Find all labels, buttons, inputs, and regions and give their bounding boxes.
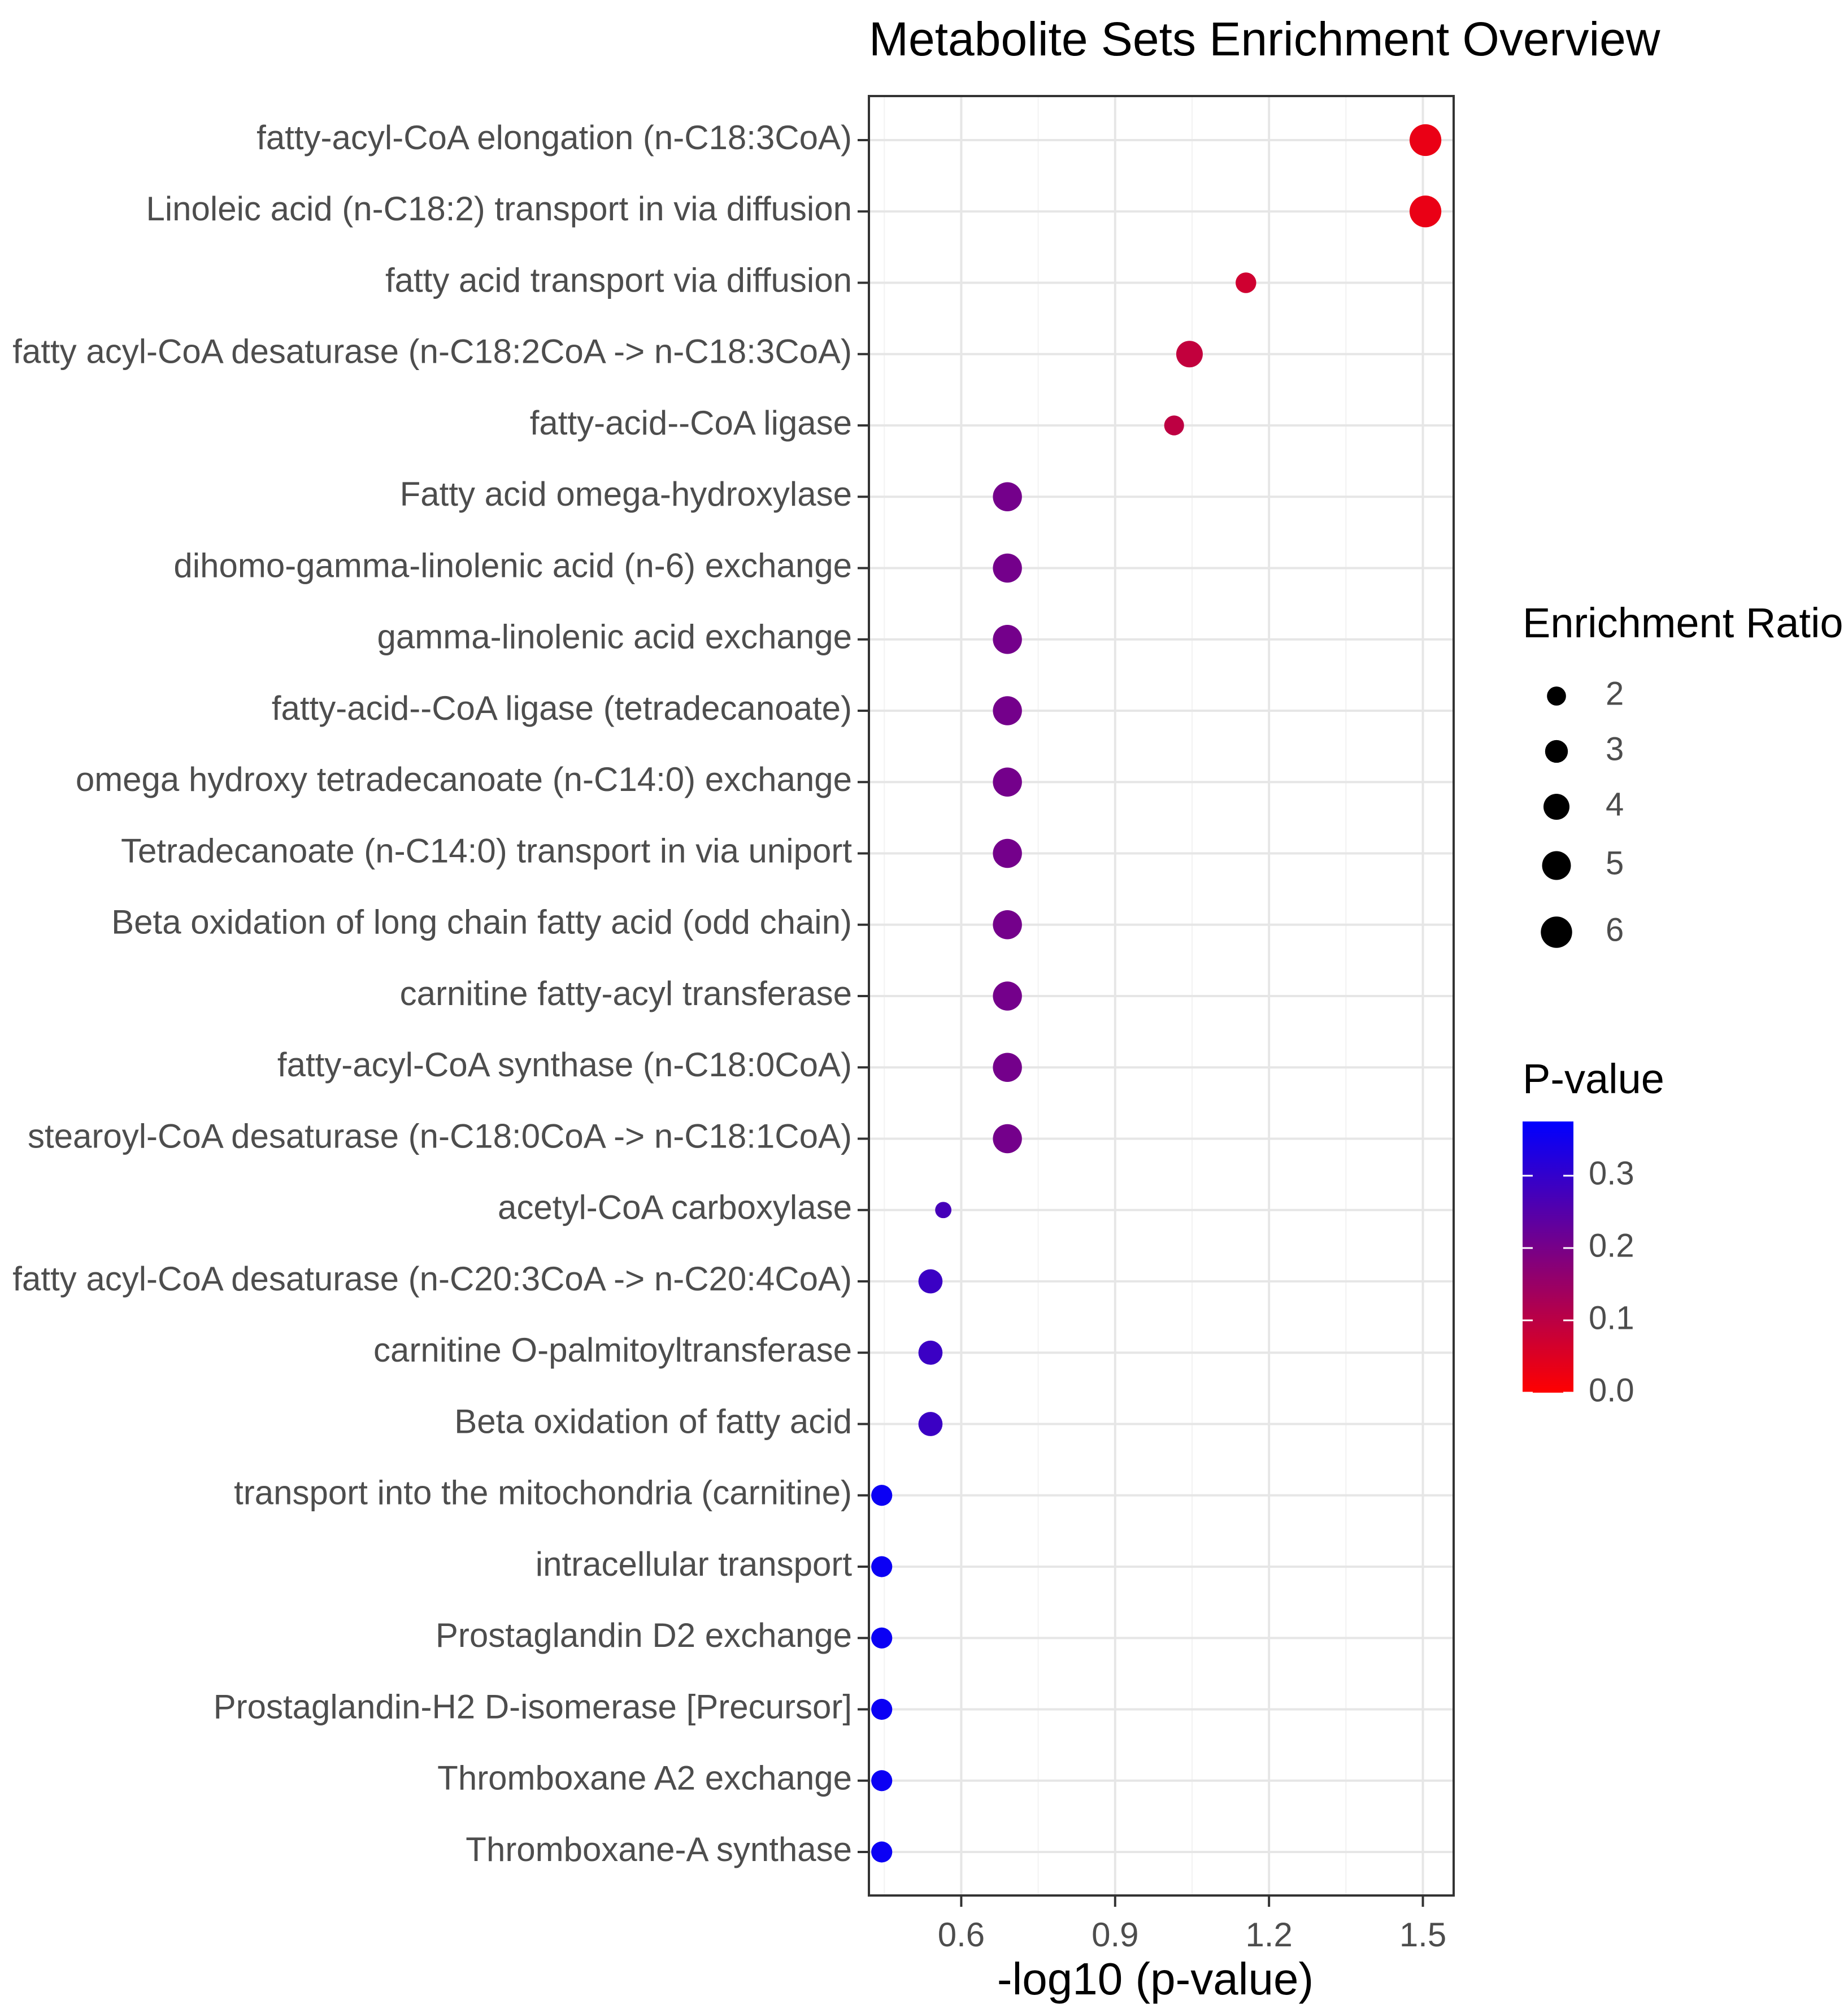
data-point [993, 1124, 1022, 1154]
color-legend-label: 0.0 [1589, 1372, 1634, 1408]
x-tick-label: 1.5 [1399, 1916, 1446, 1954]
data-point [993, 625, 1022, 654]
size-legend-label: 4 [1606, 786, 1624, 823]
size-legend-key [1541, 916, 1572, 948]
y-tick-label: Fatty acid omega-hydroxylase [400, 475, 852, 513]
plot-area: fatty-acyl-CoA elongation (n-C18:3CoA) Li… [12, 95, 1455, 1954]
data-point [993, 981, 1022, 1011]
legend-area: Enrichment Ratio 2 3 4 5 6 P-value 0.0 0.1 0.2 0.3 [1523, 599, 1843, 1408]
data-point [1236, 272, 1256, 293]
chart-title: Metabolite Sets Enrichment Overview [869, 12, 1660, 66]
y-tick-label: fatty acid transport via diffusion [385, 261, 852, 299]
data-point [871, 1627, 893, 1649]
color-legend-title: P-value [1523, 1055, 1664, 1102]
data-point [1176, 341, 1203, 368]
y-tick-label: Thromboxane A2 exchange [437, 1759, 852, 1797]
y-tick-label: Prostaglandin D2 exchange [436, 1616, 852, 1654]
y-tick-label: fatty acyl-CoA desaturase (n-C20:3CoA ->… [12, 1260, 852, 1298]
y-tick-label: Linoleic acid (n-C18:2) transport in via… [146, 190, 852, 228]
data-point [993, 482, 1022, 511]
size-legend-title: Enrichment Ratio [1523, 599, 1843, 646]
y-tick-label: omega hydroxy tetradecanoate (n-C14:0) e… [76, 760, 852, 798]
y-tick-label: intracellular transport [536, 1545, 853, 1583]
y-tick-label: dihomo-gamma-linolenic acid (n-6) exchan… [173, 546, 852, 584]
data-point [918, 1412, 943, 1436]
size-legend-label: 3 [1606, 731, 1624, 767]
y-tick-label: fatty-acid--CoA ligase [530, 404, 852, 442]
data-point [993, 910, 1022, 940]
data-point [993, 696, 1022, 725]
color-legend-bar [1523, 1121, 1573, 1393]
data-point [1409, 195, 1442, 228]
plot-panel-border [868, 95, 1455, 1897]
data-point [918, 1340, 943, 1365]
y-tick-label: gamma-linolenic acid exchange [377, 618, 852, 656]
size-legend-key [1545, 740, 1568, 763]
data-point [1164, 415, 1184, 436]
y-tick-label: fatty-acyl-CoA elongation (n-C18:3CoA) [256, 119, 852, 156]
data-point [871, 1698, 893, 1720]
color-legend-label: 0.3 [1589, 1155, 1634, 1192]
y-tick-label: stearoyl-CoA desaturase (n-C18:0CoA -> n… [28, 1117, 852, 1155]
data-point [871, 1770, 893, 1792]
data-point [993, 767, 1022, 797]
x-tick-label: 0.9 [1092, 1916, 1138, 1954]
data-point [935, 1202, 952, 1219]
y-tick-label: Prostaglandin-H2 D-isomerase [Precursor] [214, 1688, 852, 1725]
y-tick-label: fatty-acyl-CoA synthase (n-C18:0CoA) [277, 1046, 852, 1084]
y-tick-label: Beta oxidation of fatty acid [454, 1402, 852, 1440]
size-legend-label: 5 [1606, 845, 1624, 881]
x-axis-title: -log10 (p-value) [997, 1954, 1314, 2004]
y-tick-label: Thromboxane-A synthase [466, 1831, 852, 1868]
size-legend-label: 2 [1606, 675, 1624, 712]
data-point [993, 1053, 1022, 1082]
data-point [993, 553, 1022, 583]
y-tick-label: acetyl-CoA carboxylase [498, 1189, 852, 1227]
y-tick-label: carnitine fatty-acyl transferase [400, 975, 852, 1012]
data-point [871, 1841, 893, 1863]
x-tick-label: 1.2 [1245, 1916, 1292, 1954]
y-tick-label: fatty acyl-CoA desaturase (n-C18:2CoA ->… [12, 333, 852, 371]
y-tick-label: transport into the mitochondria (carniti… [234, 1474, 852, 1512]
y-tick-label: Beta oxidation of long chain fatty acid … [111, 903, 852, 941]
data-point [918, 1269, 943, 1294]
size-legend-key [1543, 794, 1569, 820]
size-legend-key [1547, 686, 1566, 706]
data-point [993, 838, 1022, 868]
size-legend-key [1542, 851, 1571, 880]
data-point [1409, 124, 1442, 156]
size-legend-label: 6 [1606, 911, 1624, 948]
y-tick-label: Tetradecanoate (n-C14:0) transport in vi… [121, 832, 852, 869]
y-tick-label: fatty-acid--CoA ligase (tetradecanoate) [272, 689, 852, 727]
data-point [871, 1556, 893, 1577]
data-point [871, 1485, 893, 1506]
color-legend-label: 0.1 [1589, 1299, 1634, 1336]
color-legend-label: 0.2 [1589, 1227, 1634, 1264]
y-tick-label: carnitine O-palmitoyltransferase [373, 1331, 852, 1369]
x-tick-label: 0.6 [938, 1916, 985, 1954]
